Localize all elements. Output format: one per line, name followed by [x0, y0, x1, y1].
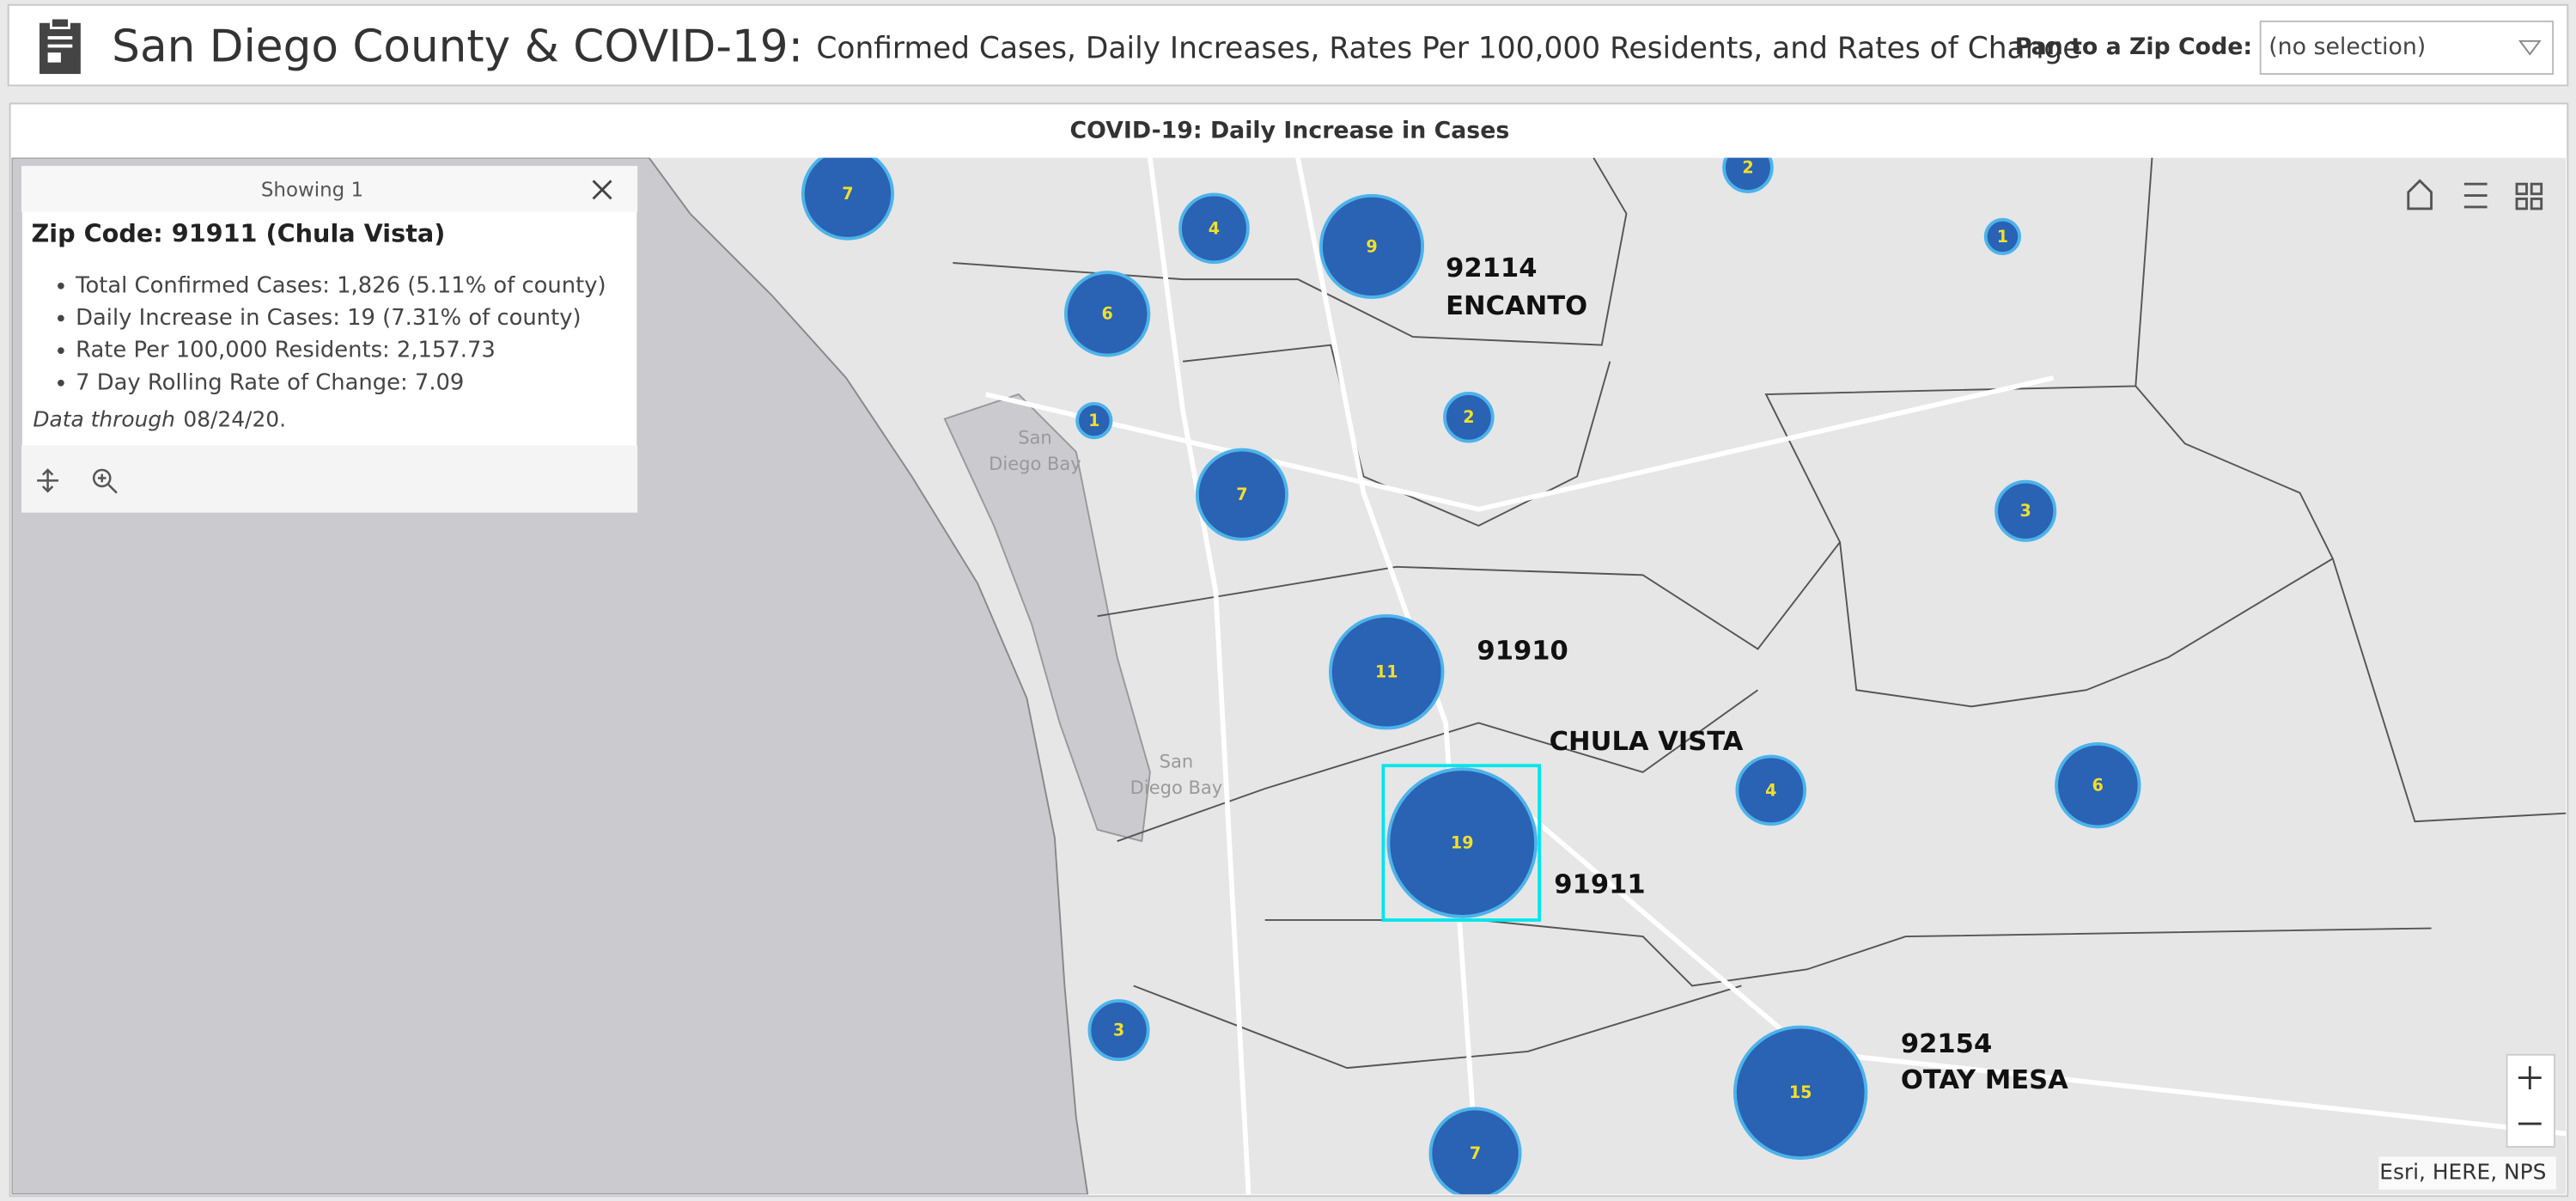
home-button[interactable]: [2407, 179, 2433, 210]
map-label: 91911: [1554, 869, 1645, 899]
subtitle: Confirmed Cases, Daily Increases, Rates …: [816, 31, 2080, 65]
bubble-label: 19: [1451, 833, 1474, 853]
zoom-in[interactable]: [2518, 1066, 2542, 1089]
app-icon: [40, 16, 81, 75]
water-label: Diego Bay: [1130, 777, 1223, 798]
case-bubble[interactable]: [1443, 391, 1495, 443]
close-button[interactable]: [592, 180, 612, 200]
map-label: 92114: [1446, 253, 1537, 283]
case-bubble[interactable]: [1178, 192, 1250, 265]
case-bubble[interactable]: [2055, 741, 2141, 829]
case-bubble[interactable]: [1087, 999, 1150, 1062]
popup-bullet: Daily Increase in Cases: 19 (7.31% of co…: [76, 305, 581, 331]
case-bubble[interactable]: [1722, 143, 1774, 193]
title: San Diego County & COVID-19:: [112, 21, 803, 72]
case-bubble[interactable]: [801, 149, 894, 241]
case-bubble[interactable]: [1386, 767, 1538, 918]
case-bubble[interactable]: [1994, 479, 2057, 542]
case-bubble[interactable]: [1075, 401, 1113, 440]
map[interactable]: San Diego Bay San Diego Bay 7 4 9 2 1 6 1 2 7 3 11…: [11, 143, 2567, 1198]
popup-bullet: 7 Day Rolling Rate of Change: 7.09: [76, 369, 464, 395]
bubble-label: 1: [1088, 411, 1099, 430]
legend-button[interactable]: [2463, 182, 2488, 209]
bubble-label: 3: [1113, 1021, 1124, 1040]
zoom-to-button[interactable]: [92, 468, 118, 494]
map-label: CHULA VISTA: [1550, 727, 1744, 757]
pan-to-button[interactable]: [37, 468, 59, 493]
bullet-dot: [58, 347, 64, 354]
water-label: San: [1160, 750, 1194, 771]
pan-label: Pan to a Zip Code:: [2015, 34, 2252, 60]
basemap-button[interactable]: [2515, 182, 2543, 210]
data-through: Data through 08/24/20.: [33, 407, 286, 432]
case-bubble[interactable]: [1329, 613, 1445, 730]
panel-title: COVID-19: Daily Increase in Cases: [1070, 117, 1510, 143]
bullet-dot: [58, 379, 64, 387]
bubble-label: 9: [1366, 236, 1377, 256]
bubble-label: 4: [1765, 780, 1776, 800]
bubble-label: 4: [1209, 218, 1220, 238]
popup-bullet: Total Confirmed Cases: 1,826 (5.11% of c…: [75, 272, 606, 298]
bubble-label: 3: [2020, 501, 2031, 521]
zip-boundaries: [953, 157, 2567, 1070]
map-label: 91910: [1477, 637, 1568, 667]
header-title: San Diego County & COVID-19: Confirmed Ca…: [112, 21, 2080, 72]
bubble-label: 2: [1742, 158, 1753, 178]
bullet-dot: [58, 314, 64, 322]
bubble-label: 6: [1101, 304, 1112, 324]
bubble-label: 6: [2092, 776, 2104, 796]
dropdown-value[interactable]: (no selection): [2268, 34, 2426, 60]
zip-dropdown[interactable]: (no selection): [2259, 20, 2555, 76]
bubble-label: 1: [1997, 227, 2008, 247]
case-bubble[interactable]: [1063, 271, 1151, 357]
selection-highlight: [1381, 764, 1542, 922]
attribution: Esri, HERE, NPS: [2379, 1159, 2546, 1184]
attribution-bg: [2378, 1156, 2556, 1190]
water-label: San: [1018, 427, 1052, 448]
case-bubble[interactable]: [1733, 1025, 1868, 1160]
popup-count: Showing 1: [261, 179, 363, 201]
data-through-label: Data through: [33, 407, 174, 432]
bubble-label: 2: [1463, 407, 1474, 427]
case-bubble[interactable]: [1195, 448, 1288, 541]
water-label: Diego Bay: [989, 453, 1081, 474]
header: [7, 3, 2569, 87]
bubble-label: 15: [1789, 1082, 1812, 1102]
case-bubble[interactable]: [1735, 754, 1807, 826]
map-label: OTAY MESA: [1901, 1065, 2068, 1095]
zoom-controls: [2506, 1053, 2555, 1148]
popup-heading: Zip Code: 91911 (Chula Vista): [31, 218, 445, 247]
map-label: 92154: [1901, 1029, 1992, 1059]
bubble-label: 7: [1236, 485, 1247, 504]
data-through-date: 08/24/20.: [183, 407, 286, 432]
bubble-label: 7: [842, 184, 853, 204]
map-label: ENCANTO: [1446, 291, 1587, 321]
popup-bullet: Rate Per 100,000 Residents: 2,157.73: [76, 338, 496, 363]
bay: [943, 393, 1151, 843]
bubble-label: 11: [1375, 662, 1398, 682]
case-bubble[interactable]: [1319, 193, 1425, 299]
case-bubble[interactable]: [1428, 1107, 1522, 1198]
popup: Showing 1 Zip Code: 91911 (Chula Vista) …: [21, 165, 639, 514]
bubble-label: 7: [1470, 1143, 1481, 1163]
bullet-dot: [58, 282, 64, 290]
case-bubble[interactable]: [1983, 217, 2022, 256]
